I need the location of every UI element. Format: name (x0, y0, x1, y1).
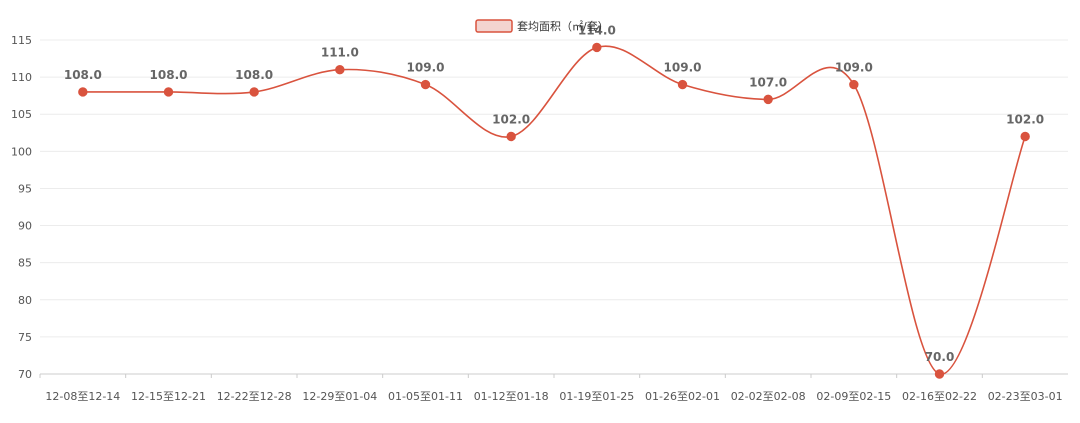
legend-swatch[interactable] (475, 19, 513, 33)
x-tick-label: 01-05至01-11 (388, 390, 463, 403)
data-point[interactable] (506, 131, 516, 142)
data-point[interactable] (78, 87, 88, 97)
x-tick-label: 02-23至03-01 (988, 390, 1063, 403)
data-label: 109.0 (664, 61, 702, 75)
data-label: 107.0 (749, 75, 787, 89)
x-tick-label: 01-26至02-01 (645, 390, 720, 403)
x-tick-label: 02-02至02-08 (731, 390, 806, 403)
data-label-layer: 108.0 108.0 108.0 111.0 109.0 102.0 114.0 109.0… (64, 23, 1044, 364)
axis-layer: 70 75 80 85 90 95 100 105 110 115 12-08至12-14 12-15… (11, 34, 1068, 403)
series-layer (78, 42, 1030, 379)
data-point[interactable] (592, 42, 602, 53)
data-point[interactable] (677, 79, 688, 90)
data-point[interactable] (420, 79, 431, 90)
x-tick-label: 02-16至02-22 (902, 390, 977, 403)
data-point[interactable] (1020, 131, 1030, 142)
x-tick-label: 02-09至02-15 (816, 390, 891, 403)
y-tick-label: 115 (11, 34, 32, 47)
y-tick-label: 95 (18, 182, 32, 195)
data-label: 102.0 (1006, 112, 1044, 126)
data-label: 102.0 (492, 112, 530, 126)
data-label: 114.0 (578, 23, 616, 37)
y-tick-label: 100 (11, 145, 32, 158)
data-label: 111.0 (321, 46, 359, 60)
x-tick-label: 12-15至12-21 (131, 390, 206, 403)
y-tick-label: 85 (18, 257, 32, 270)
y-tick-label: 75 (18, 331, 32, 344)
y-tick-label: 70 (18, 368, 32, 381)
data-point[interactable] (849, 79, 859, 90)
data-label: 109.0 (407, 61, 445, 75)
data-label: 108.0 (150, 68, 188, 82)
y-tick-label: 105 (11, 108, 32, 121)
data-label: 70.0 (925, 350, 955, 364)
data-label: 108.0 (235, 68, 273, 82)
data-point[interactable] (763, 94, 773, 105)
y-tick-label: 110 (11, 71, 32, 84)
data-point[interactable] (163, 87, 174, 97)
data-point[interactable] (335, 64, 345, 75)
data-label: 109.0 (835, 61, 873, 75)
legend-label[interactable]: 套均面积（㎡/套） (517, 20, 609, 33)
series-line (82, 45, 1026, 375)
x-tick-label: 01-19至01-25 (559, 390, 634, 403)
y-tick-label: 90 (18, 220, 32, 233)
x-tick-label: 12-29至01-04 (302, 390, 377, 403)
grid-layer (40, 39, 1068, 375)
data-point[interactable] (934, 369, 945, 379)
data-point[interactable] (249, 87, 259, 97)
x-tick-label: 12-08至12-14 (45, 390, 120, 403)
x-tick-label: 01-12至01-18 (474, 390, 549, 403)
data-label: 108.0 (64, 68, 102, 82)
y-tick-label: 80 (18, 294, 32, 307)
legend[interactable]: 套均面积（㎡/套） (475, 19, 609, 33)
x-tick-label: 12-22至12-28 (217, 390, 292, 403)
